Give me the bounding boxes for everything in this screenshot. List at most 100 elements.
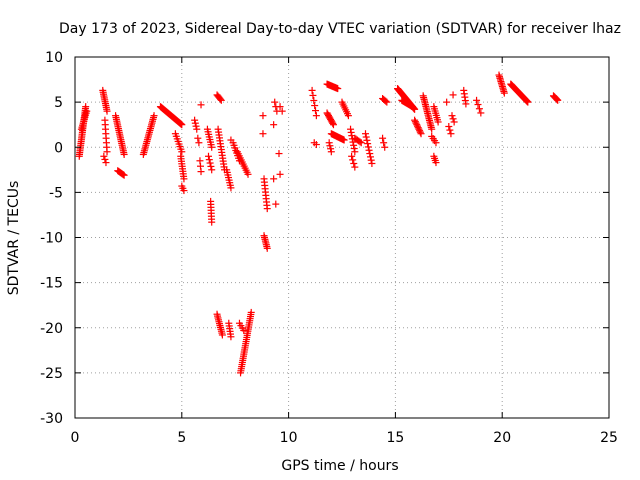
data-point [417, 130, 425, 138]
data-point [366, 153, 374, 161]
data-point [178, 121, 186, 129]
data-point [312, 107, 320, 115]
data-point [197, 101, 205, 109]
x-tick-label: 5 [177, 430, 186, 446]
data-point [448, 112, 456, 120]
data-point [120, 171, 128, 179]
data-point [351, 163, 359, 171]
data-point [259, 112, 267, 120]
x-tick-label: 0 [71, 430, 80, 446]
data-point [310, 97, 318, 105]
data-point [103, 107, 111, 115]
data-point [329, 121, 337, 129]
data-point [412, 119, 420, 127]
data-point [350, 159, 358, 167]
data-point [365, 146, 373, 154]
data-point [103, 148, 111, 156]
data-point [447, 130, 455, 138]
data-point [325, 139, 333, 147]
data-point [180, 175, 188, 183]
data-point [366, 150, 374, 158]
data-point [362, 133, 370, 141]
data-point [205, 156, 213, 164]
data-point [263, 205, 271, 213]
y-tick-label: 0 [54, 140, 63, 156]
data-point [364, 140, 372, 148]
data-point [413, 122, 421, 130]
data-point [206, 159, 214, 167]
data-point [207, 162, 215, 170]
data-point [180, 187, 188, 195]
data-point [350, 145, 358, 153]
data-point [101, 155, 109, 163]
data-point [347, 128, 355, 136]
data-point [408, 103, 416, 111]
data-point [351, 148, 359, 156]
data-point [308, 86, 316, 94]
data-point [217, 96, 225, 104]
data-point [326, 142, 334, 150]
data-point [413, 121, 421, 129]
x-tick-label: 20 [493, 430, 511, 446]
y-tick-label: 10 [45, 50, 63, 66]
data-point [416, 128, 424, 136]
data-point [259, 130, 267, 138]
data-point [363, 136, 371, 144]
grid-lines [75, 57, 609, 418]
data-point [368, 159, 376, 167]
axis-ticks: 0 5 10 15 20 25 10 5 0 -5 -10 -15 -20 -25 -30 [40, 50, 618, 446]
data-point [208, 166, 216, 174]
data-point [276, 103, 284, 111]
data-point [434, 118, 442, 126]
data-point [449, 91, 457, 99]
data-point [100, 152, 108, 160]
data-point [227, 333, 235, 341]
data-point [120, 150, 128, 158]
y-tick-label: 5 [54, 95, 63, 111]
data-point [334, 85, 342, 93]
data-point [432, 159, 440, 167]
data-points [75, 71, 562, 377]
data-point [380, 139, 388, 147]
data-point [474, 101, 482, 109]
data-point [357, 139, 365, 147]
y-tick-label: -20 [40, 321, 63, 337]
data-point [205, 152, 212, 160]
data-point [462, 100, 470, 108]
data-point [554, 96, 562, 104]
data-point [553, 96, 561, 104]
data-point [271, 98, 279, 106]
data-point [278, 107, 286, 115]
data-point [227, 184, 235, 192]
data-point [349, 156, 357, 164]
data-point [367, 156, 375, 164]
data-point [416, 127, 424, 135]
data-point [553, 95, 561, 103]
data-point [445, 122, 453, 130]
data-point [449, 115, 457, 123]
data-point [270, 175, 278, 183]
data-point [361, 130, 369, 138]
data-point [383, 98, 391, 106]
data-point [240, 326, 248, 334]
data-point [82, 103, 90, 111]
data-point [350, 141, 358, 149]
data-point [379, 134, 387, 142]
y-tick-label: -25 [40, 366, 63, 382]
data-point [83, 107, 91, 115]
data-point [178, 148, 186, 156]
y-tick-label: -5 [49, 185, 63, 201]
data-point [192, 122, 200, 130]
x-tick-label: 10 [280, 430, 298, 446]
data-point [194, 134, 202, 142]
x-tick-label: 25 [600, 430, 618, 446]
data-point [263, 244, 271, 252]
data-point [450, 118, 458, 126]
data-point [381, 143, 389, 151]
data-point [216, 95, 224, 103]
data-point [197, 168, 205, 176]
data-point [327, 148, 335, 156]
data-point [340, 136, 348, 144]
data-point [208, 143, 216, 151]
